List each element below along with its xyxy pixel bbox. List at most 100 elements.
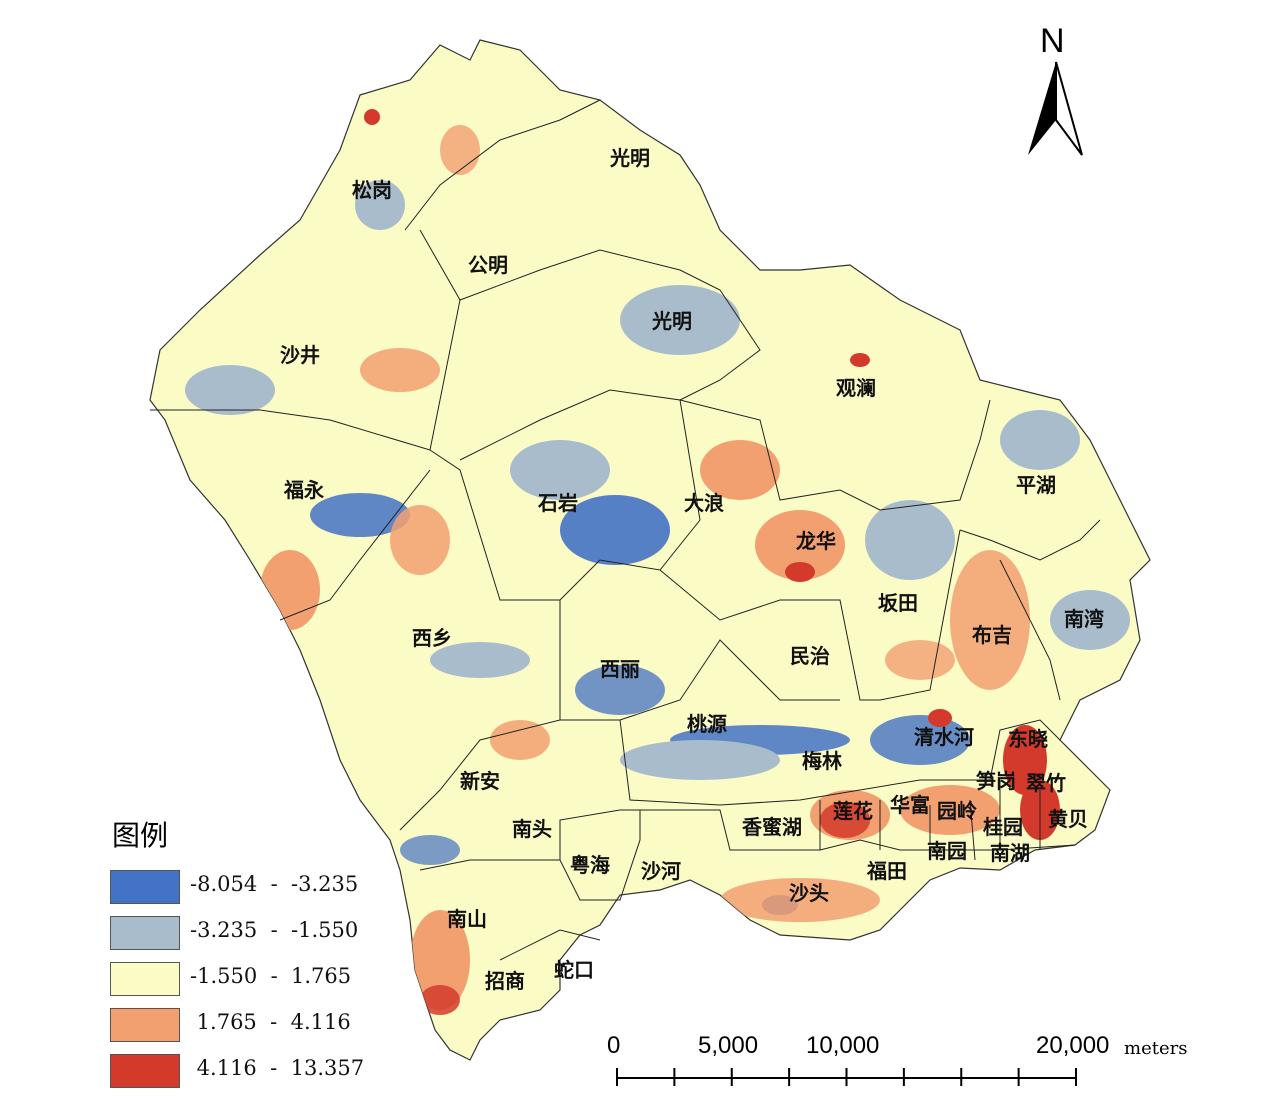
legend-swatch <box>110 962 180 996</box>
boundary-line <box>959 519 1101 561</box>
patch-shatou-high <box>720 878 880 922</box>
patch-dalang-high <box>700 440 780 500</box>
patch-north-top <box>364 109 380 125</box>
district-boundaries <box>150 99 1101 961</box>
north-label: N <box>1040 22 1065 60</box>
district-label-yuehai: 粤海 <box>570 853 610 877</box>
legend-swatch <box>110 870 180 904</box>
district-label-guanlan: 观澜 <box>836 376 876 400</box>
patch-nanshan-high <box>410 910 470 1010</box>
legend-label: -3.235 - -1.550 <box>190 918 359 942</box>
district-label-dongxiao: 东晓 <box>1008 727 1048 751</box>
patch-gongming-high <box>440 125 480 175</box>
patch-xixiang-mid <box>430 642 530 678</box>
legend-title: 图例 <box>112 819 169 852</box>
scale-unit: meters <box>1124 1038 1188 1059</box>
scale-bar-ticks <box>616 1068 1077 1086</box>
land-area <box>149 39 1151 1061</box>
north-arrow-left-half <box>1028 62 1056 155</box>
boundary-line <box>679 399 991 511</box>
legend-swatch <box>110 1054 180 1088</box>
boundary-line <box>279 469 431 621</box>
district-label-gongming: 公明 <box>468 253 508 277</box>
district-label-cuizhu: 翠竹 <box>1026 771 1066 795</box>
district-label-shatou: 沙头 <box>789 881 829 905</box>
legend-label: -8.054 - -3.235 <box>190 872 359 896</box>
legend-swatch <box>110 1008 180 1042</box>
boundary-line <box>399 600 561 831</box>
boundary-line <box>499 929 601 961</box>
patch-guanlan-top <box>850 353 870 367</box>
patch-shiyan-mid <box>510 440 610 500</box>
patch-xixiang-high <box>390 505 450 575</box>
district-label-bantian: 坂田 <box>878 591 918 615</box>
district-label-sungang: 笋岗 <box>976 769 1016 793</box>
patch-bantian-mid <box>865 500 955 580</box>
legend-label: 4.116 - 13.357 <box>190 1056 365 1080</box>
patch-nanshan-top <box>420 985 460 1015</box>
district-label-meilin: 梅林 <box>802 749 842 773</box>
patch-shajing-mid <box>185 365 275 415</box>
boundary-line <box>619 719 1061 806</box>
district-label-pinghu: 平湖 <box>1016 473 1056 497</box>
district-label-yuanling: 园岭 <box>937 799 977 823</box>
legend-label: 1.765 - 4.116 <box>190 1010 351 1034</box>
district-label-songgang: 松岗 <box>352 178 392 202</box>
district-label-guiyuan: 桂园 <box>982 815 1023 839</box>
district-label-qingshuihe: 清水河 <box>914 725 974 749</box>
patch-fuyong-high <box>260 550 320 630</box>
patch-yuanling-high <box>900 785 1000 835</box>
district-label-guangming: 光明 <box>651 309 692 333</box>
district-label-fuyong: 福永 <box>283 478 324 502</box>
patch-songgang-mid <box>355 180 405 230</box>
district-label-buji: 布吉 <box>972 623 1012 647</box>
district-label-huafu: 华富 <box>890 793 930 817</box>
scale-label-20000: 20,000 <box>1036 1032 1110 1059</box>
boundary-line <box>659 529 961 701</box>
patch-shajing-high <box>360 348 440 392</box>
patch-qingshuihe-top <box>928 709 952 727</box>
boundary-line <box>559 810 641 901</box>
district-label-xili: 西丽 <box>600 657 640 681</box>
district-label-zhaoshang: 招商 <box>485 969 525 993</box>
district-label-nanwan: 南湾 <box>1064 607 1104 631</box>
patch-fuyong-low <box>310 493 410 537</box>
patch-longhua-top <box>785 562 815 582</box>
district-label-shiyan: 石岩 <box>537 491 578 515</box>
north-arrow-icon <box>1028 61 1083 156</box>
patch-xili-low <box>575 665 665 715</box>
scale-bar <box>616 1068 1077 1086</box>
district-label-shajing: 沙井 <box>280 343 320 367</box>
district-label-nantou: 南头 <box>512 817 552 841</box>
legend-label: -1.550 - 1.765 <box>190 964 352 988</box>
legend-swatch <box>110 916 180 950</box>
district-label-xiangmihu: 香蜜湖 <box>742 815 802 839</box>
value-patches <box>185 109 1130 1015</box>
district-label-shahe: 沙河 <box>641 859 681 883</box>
district-label-nanshan: 南山 <box>447 907 487 931</box>
patch-shiyan-low <box>560 495 670 565</box>
patch-pinghu-mid <box>1000 410 1080 470</box>
patch-dongxiao-top <box>1003 725 1047 795</box>
district-label-minzhi: 民治 <box>790 644 830 668</box>
north-arrow-right-half <box>1055 61 1083 156</box>
district-label-longhua: 龙华 <box>796 529 836 553</box>
boundary-line <box>560 639 840 721</box>
boundary-line <box>999 559 1061 701</box>
district-label-nanyuan: 南园 <box>927 839 967 863</box>
patch-bantian-high <box>885 640 955 680</box>
district-label-huangbei: 黄贝 <box>1048 807 1088 831</box>
district-label-lianhua: 莲花 <box>833 799 873 823</box>
district-label-shekou: 蛇口 <box>554 958 594 982</box>
patch-nanwan-mid <box>1050 590 1130 650</box>
scale-label-5000: 5,000 <box>698 1032 759 1059</box>
patch-qingshuihe-low <box>870 715 970 765</box>
district-label-xixiang: 西乡 <box>412 626 452 650</box>
patch-longhua-high <box>755 510 845 580</box>
boundary-line <box>150 229 461 451</box>
district-label-xinan: 新安 <box>460 769 500 793</box>
scale-label-0: 0 <box>607 1032 621 1059</box>
district-label-nanhu: 南湖 <box>990 841 1030 865</box>
patch-lianhua-top <box>820 802 870 838</box>
